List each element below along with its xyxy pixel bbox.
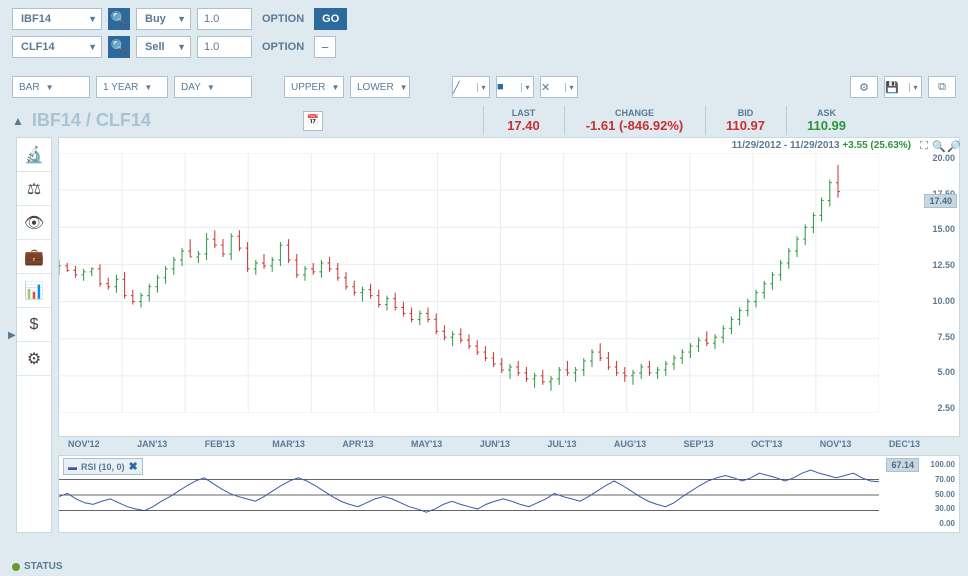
save-dropdown[interactable]: 💾▾	[884, 76, 922, 98]
order-row-2: CLF14▼ 🔍 Sell▼ OPTION −	[12, 36, 956, 58]
action-dropdown-2[interactable]: Sell▼	[136, 36, 191, 58]
quote-ask: ASK110.99	[786, 106, 866, 135]
rsi-panel[interactable]: ▬ RSI (10, 0) ✖ 67.14 100.0070.0050.0030…	[58, 455, 960, 533]
rsi-value: 67.14	[886, 458, 919, 472]
chart-type-dropdown[interactable]: BAR▼	[12, 76, 90, 98]
eye-icon[interactable]: 👁	[17, 206, 51, 240]
order-row-1: IBF14▼ 🔍 Buy▼ OPTION GO	[12, 8, 956, 30]
quantity-input-2[interactable]	[197, 36, 252, 58]
rsi-chart-svg	[59, 456, 879, 534]
fill-tool-dropdown[interactable]: ■▾	[496, 76, 534, 98]
collapse-arrow-icon[interactable]: ▲	[12, 114, 24, 128]
price-marker: 17.40	[924, 194, 957, 208]
calendar-icon[interactable]: 📅	[303, 111, 323, 131]
pair-title: IBF14 / CLF14	[32, 110, 151, 131]
gear-icon[interactable]: ⚙	[17, 342, 51, 376]
upper-indicator-dropdown[interactable]: UPPER▼	[284, 76, 344, 98]
zoom-out-icon[interactable]: 🔎	[947, 140, 961, 154]
dollar-icon[interactable]: $	[17, 308, 51, 342]
line-tool-dropdown[interactable]: ╱▾	[452, 76, 490, 98]
symbol-dropdown-1[interactable]: IBF14▼	[12, 8, 102, 30]
left-toolbar: 🔬 ⚖ 👁 💼 📊 $ ⚙	[16, 137, 52, 533]
scales-icon[interactable]: ⚖	[17, 172, 51, 206]
go-button[interactable]: GO	[314, 8, 347, 30]
date-range: 11/29/2012 - 11/29/2013	[732, 140, 840, 151]
side-expand-icon[interactable]: ▶	[8, 137, 16, 533]
price-x-axis: NOV'12JAN'13FEB'13MAR'13APR'13MAY'13JUN'…	[58, 437, 960, 451]
price-chart[interactable]: 11/29/2012 - 11/29/2013 +3.55 (25.63%) ⛶…	[58, 137, 960, 437]
chart-change: +3.55 (25.63%)	[842, 140, 911, 151]
search-icon[interactable]: 🔍	[108, 8, 130, 30]
quote-change: CHANGE-1.61 (-846.92%)	[564, 106, 704, 135]
status-bar: STATUS	[12, 561, 63, 572]
option-label-2: OPTION	[262, 41, 304, 53]
search-icon[interactable]: 🔍	[108, 36, 130, 58]
lower-indicator-dropdown[interactable]: LOWER▼	[350, 76, 410, 98]
zoom-in-icon[interactable]: 🔍	[932, 140, 946, 154]
range-dropdown[interactable]: 1 YEAR▼	[96, 76, 168, 98]
microscope-icon[interactable]: 🔬	[17, 138, 51, 172]
rsi-y-axis: 100.0070.0050.0030.000.00	[921, 460, 955, 528]
fullscreen-icon[interactable]: ⛶	[917, 140, 931, 154]
briefcase-icon[interactable]: 💼	[17, 240, 51, 274]
chart-toolbar: BAR▼ 1 YEAR▼ DAY▼ UPPER▼ LOWER▼ ╱▾ ■▾ ✕▾…	[0, 72, 968, 102]
price-y-axis: 20.0017.5015.0012.5010.007.505.002.50	[917, 153, 955, 413]
price-chart-svg	[59, 153, 879, 413]
quote-panel: LAST17.40 CHANGE-1.61 (-846.92%) BID110.…	[483, 106, 866, 135]
quantity-input-1[interactable]	[197, 8, 252, 30]
barchart-icon[interactable]: 📊	[17, 274, 51, 308]
status-dot-icon	[12, 563, 20, 571]
action-dropdown-1[interactable]: Buy▼	[136, 8, 191, 30]
remove-row-icon[interactable]: −	[314, 36, 336, 58]
symbol-dropdown-2[interactable]: CLF14▼	[12, 36, 102, 58]
quote-bid: BID110.97	[705, 106, 785, 135]
quote-last: LAST17.40	[483, 106, 563, 135]
copy-icon[interactable]: ⧉	[928, 76, 956, 98]
interval-dropdown[interactable]: DAY▼	[174, 76, 252, 98]
settings-icon[interactable]: ⚙	[850, 76, 878, 98]
crosshair-tool-dropdown[interactable]: ✕▾	[540, 76, 578, 98]
option-label-1: OPTION	[262, 13, 304, 25]
